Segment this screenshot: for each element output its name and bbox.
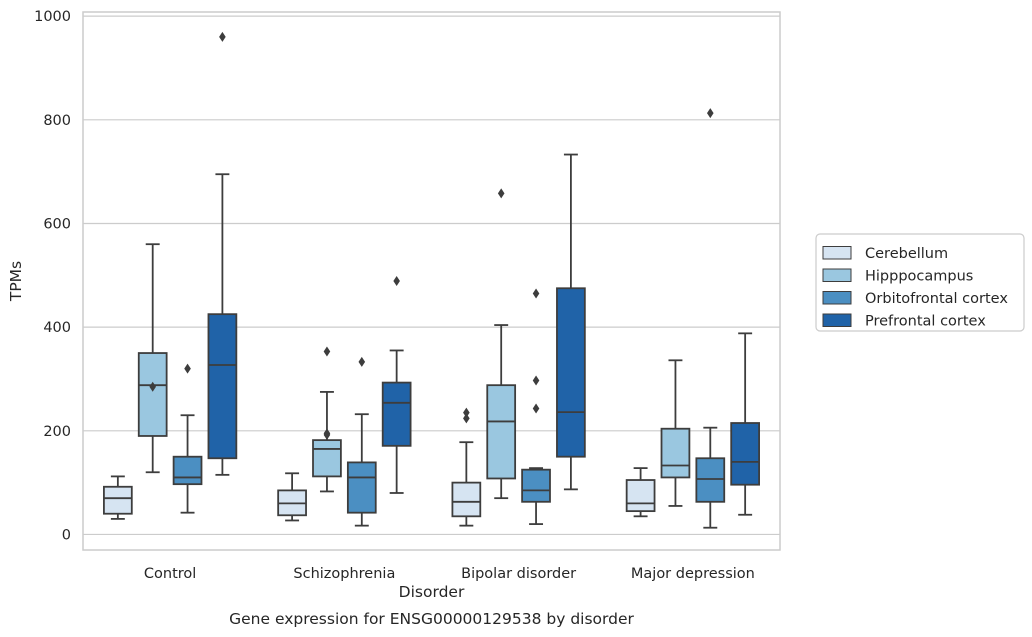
box-iqr <box>660 427 691 479</box>
outlier-point <box>149 381 156 392</box>
box-iqr <box>625 479 656 513</box>
box <box>521 288 551 525</box>
box-iqr <box>103 485 133 515</box>
outlier-point <box>184 363 191 374</box>
legend-label: Prefrontal cortex <box>865 314 986 330</box>
outlier-point <box>532 375 540 386</box>
y-tick-label: 600 <box>43 216 71 232</box>
y-axis-label: TPMs <box>7 261 25 302</box>
box <box>346 356 377 527</box>
y-tick-label: 200 <box>43 424 71 440</box>
box <box>207 31 238 476</box>
box-iqr <box>381 381 412 447</box>
outlier-point <box>358 356 366 367</box>
legend-label: Hipppocampus <box>865 269 973 285</box>
outlier-point <box>463 413 470 424</box>
box-iqr <box>451 481 482 518</box>
x-axis-label: Disorder <box>399 583 465 601</box>
legend-label: Orbitofrontal cortex <box>865 291 1008 307</box>
x-tick-label: Major depression <box>631 566 755 582</box>
outlier-point <box>532 288 540 299</box>
y-tick-labels: 0 200 400 600 800 1000 <box>34 9 71 543</box>
outlier-point <box>219 31 226 42</box>
y-tick-label: 1000 <box>34 9 71 25</box>
box-iqr <box>346 461 377 514</box>
box <box>103 475 133 520</box>
x-tick-label: Control <box>144 566 196 582</box>
boxes <box>103 31 760 529</box>
box <box>172 363 203 514</box>
box-iqr <box>137 352 168 437</box>
legend-swatch <box>822 313 852 327</box>
box <box>381 276 412 494</box>
legend-frame <box>815 233 1025 332</box>
plot-frame <box>82 11 781 551</box>
x-tick-labels: Control Schizophrenia Bipolar disorder Majo… <box>144 566 755 582</box>
y-tick-label: 0 <box>62 527 71 543</box>
box <box>730 332 760 516</box>
box-iqr <box>521 468 551 503</box>
box-iqr <box>486 384 517 480</box>
box-iqr <box>172 455 203 486</box>
box <box>312 346 342 493</box>
outlier-point <box>463 407 470 418</box>
box <box>625 467 656 518</box>
box <box>556 153 586 491</box>
box-iqr <box>730 422 760 486</box>
y-tick-label: 400 <box>43 320 71 336</box>
box-iqr <box>695 457 726 503</box>
gridlines <box>83 15 780 536</box>
box-iqr <box>312 439 342 478</box>
outlier-point <box>393 276 400 286</box>
legend: Cerebellum Hipppocampus Orbitofrontal cort… <box>815 233 1025 332</box>
x-tick-label: Schizophrenia <box>293 566 395 582</box>
box-iqr <box>556 287 586 458</box>
outlier-point <box>707 108 714 119</box>
outlier-point <box>497 188 505 199</box>
box <box>486 188 517 500</box>
legend-swatch <box>822 268 852 282</box>
legend-label: Cerebellum <box>865 246 948 262</box>
box <box>137 243 168 474</box>
outlier-point <box>323 428 331 439</box>
box-iqr <box>207 313 238 460</box>
outlier-point <box>532 403 540 414</box>
legend-swatch <box>822 291 852 305</box>
outlier-point <box>323 346 331 357</box>
legend-swatch <box>822 246 852 260</box>
chart-title: Gene expression for ENSG00000129538 by d… <box>229 610 634 628</box>
box <box>695 108 726 529</box>
y-tick-label: 800 <box>43 113 71 129</box>
box <box>277 472 307 522</box>
x-tick-label: Bipolar disorder <box>461 566 576 582</box>
box <box>451 407 482 527</box>
box <box>660 359 691 507</box>
